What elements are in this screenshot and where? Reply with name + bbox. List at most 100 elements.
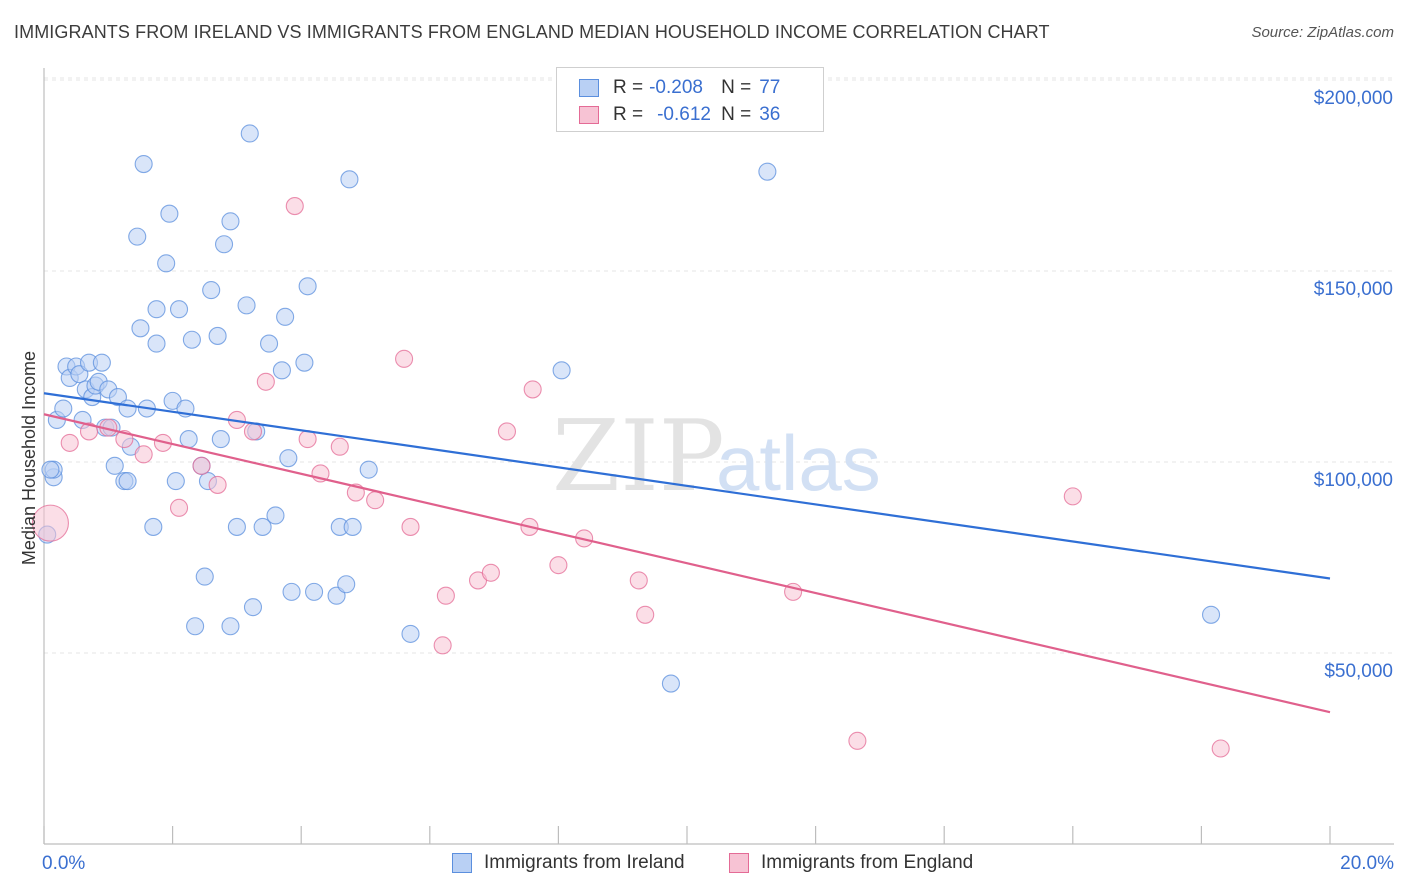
legend-n-value-england: 36 [759,104,781,125]
ireland-point [214,235,234,254]
ireland-point [240,124,259,143]
ireland-point [147,334,166,353]
y-tick-labels: $50,000 $100,000 $150,000 $200,000 [1314,88,1393,682]
ireland-point [259,334,279,353]
ireland-point [221,617,240,636]
y-tick-label: $150,000 [1314,279,1393,300]
england-point [31,504,69,542]
england-point [208,475,227,494]
ireland-point [359,460,378,479]
england-point [1063,487,1082,506]
england-point [134,445,153,464]
england-point [285,197,304,216]
ireland-point [227,517,246,536]
ireland-point [237,296,256,315]
england-point [79,422,99,441]
ireland-point [340,170,359,189]
legend-row-ireland: R = -0.208 N = 77 [579,74,780,102]
ireland-point [105,456,124,475]
ireland-point [253,517,272,536]
series-legend-swatch-england [729,853,749,873]
ireland-point [118,472,137,491]
england-point [497,422,517,441]
england-point [433,636,452,655]
ireland-point [54,399,73,418]
legend-n-value-ireland: 77 [759,77,781,98]
ireland-point [661,674,680,693]
gridlines [44,77,1394,654]
ireland-point [272,361,291,380]
legend-n-label: N = [721,77,752,98]
england-point [436,586,455,605]
ireland-point [182,330,201,349]
ireland-point [186,617,205,636]
series-england-points [31,197,1230,758]
england-point [848,731,867,750]
england-point [192,456,211,475]
ireland-point [131,319,150,338]
ireland-point [202,281,221,300]
chart-title: IMMIGRANTS FROM IRELAND VS IMMIGRANTS FR… [14,22,1050,42]
ireland-point [134,154,153,174]
legend-swatch-ireland [579,79,599,97]
series-legend: Immigrants from Ireland Immigrants from … [0,852,1406,878]
ireland-point [295,353,314,372]
ireland-point [160,204,179,223]
watermark: ZIP atlas [552,400,881,514]
ireland-point [41,460,60,479]
england-point [401,517,420,536]
legend-r-label: R = [613,104,644,125]
watermark-atlas: atlas [716,419,881,507]
england-point [1211,739,1230,758]
ireland-point [92,353,111,372]
ireland-point [211,430,230,449]
england-point [256,372,275,391]
ireland-point [552,361,571,380]
x-tick-label-max: 20.0% [1340,853,1394,874]
ireland-point [118,399,137,418]
legend-r-value-england: -0.612 [657,104,711,125]
ireland-point [179,430,198,449]
england-point [636,605,655,624]
correlation-legend: R = -0.208 N = 77 R = -0.612 N = 36 [556,67,824,132]
ireland-point [195,567,214,586]
ireland-point [221,212,240,231]
series-legend-label-england: Immigrants from England [761,852,974,873]
ireland-point [1201,605,1221,624]
series-legend-ireland[interactable]: Immigrants from Ireland [452,852,685,874]
ireland-point [279,449,298,468]
ireland-point [282,582,301,601]
trendlines [43,392,1331,714]
legend-swatch-england [579,106,599,124]
england-point [243,422,263,441]
axes [43,68,1394,845]
england-point [169,498,189,517]
x-tick-label-min: 0.0% [42,853,85,874]
y-tick-label: $50,000 [1324,661,1393,682]
england-point [481,563,500,582]
england-point [523,380,542,399]
source-label: Source: ZipAtlas.com [1251,24,1394,41]
y-axis-label: Median Household Income [19,351,39,565]
trendline-ireland [43,392,1331,580]
england-point [549,556,568,575]
ireland-point [208,326,227,345]
watermark-zip: ZIP [552,400,725,514]
ireland-point [169,300,189,319]
ireland-point [337,575,356,594]
y-tick-label: $200,000 [1314,88,1393,109]
ireland-point [758,162,777,181]
ireland-point [298,277,317,296]
england-point [330,437,349,456]
ireland-point [266,506,285,525]
y-tick-label: $100,000 [1314,470,1393,491]
ireland-point [343,517,362,536]
series-legend-england[interactable]: Immigrants from England [729,852,973,874]
legend-n-label: N = [721,104,752,125]
series-legend-swatch-ireland [452,853,472,873]
legend-r-value-ireland: -0.208 [649,77,703,98]
ireland-point [157,254,176,273]
ireland-point [243,598,263,617]
ireland-point [166,472,185,491]
